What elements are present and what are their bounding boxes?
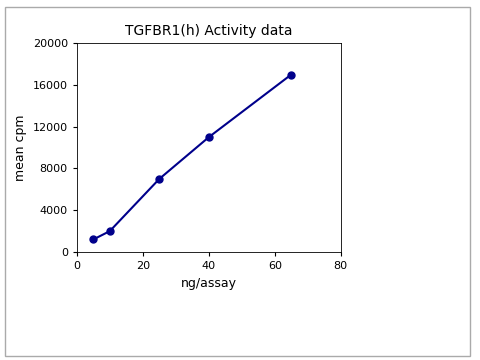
- Y-axis label: mean cpm: mean cpm: [14, 114, 27, 181]
- Title: TGFBR1(h) Activity data: TGFBR1(h) Activity data: [125, 24, 292, 38]
- X-axis label: ng/assay: ng/assay: [181, 276, 237, 289]
